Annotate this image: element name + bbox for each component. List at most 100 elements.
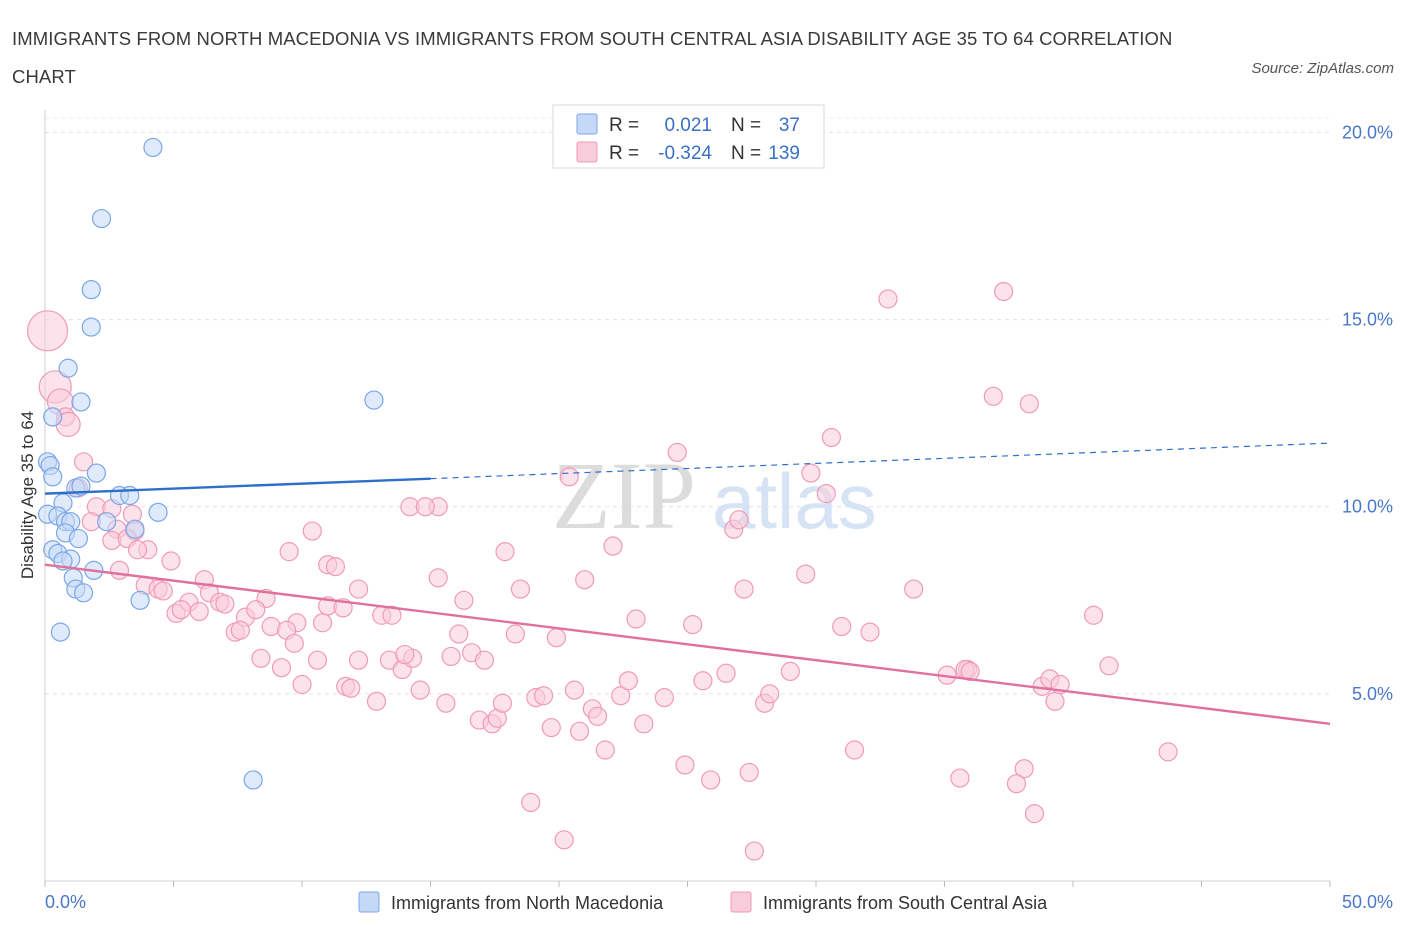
y-tick-label-0: 5.0%: [1352, 684, 1393, 704]
point-south-central-asia-98: [667, 442, 687, 463]
stats-legend: R = 0.021 N = 37 R = -0.324 N = 139: [552, 104, 825, 169]
point-south-central-asia-120: [904, 579, 924, 599]
point-south-central-asia-132: [1045, 691, 1065, 711]
point-north-macedonia-9: [43, 467, 63, 487]
stats-legend-n-value-1: 37: [779, 115, 800, 136]
stats-legend-box: [552, 104, 825, 169]
point-south-central-asia-18: [161, 551, 181, 571]
point-south-central-asia-118: [860, 622, 880, 642]
point-south-central-asia-126: [1014, 759, 1034, 779]
point-south-central-asia-78: [510, 579, 531, 599]
point-south-central-asia-43: [325, 557, 346, 577]
point-south-central-asia-88: [575, 570, 595, 590]
point-south-central-asia-135: [1083, 605, 1104, 625]
point-south-central-asia-77: [505, 624, 525, 644]
point-south-central-asia-60: [395, 644, 415, 665]
point-south-central-asia-92: [603, 536, 623, 556]
point-south-central-asia-94: [618, 671, 638, 691]
point-south-central-asia-61: [410, 680, 430, 700]
point-south-central-asia-131: [994, 281, 1014, 302]
series-legend: Immigrants from North Macedonia Immigran…: [358, 891, 1048, 913]
point-south-central-asia-67: [436, 693, 456, 713]
legend-swatch-south-central-asia: [730, 891, 752, 913]
point-south-central-asia-85: [559, 467, 579, 487]
trendline-south-central-asia: [44, 563, 1331, 725]
chart-title: IMMIGRANTS FROM NORTH MACEDONIA VS IMMIG…: [12, 28, 1173, 87]
point-south-central-asia-30: [189, 601, 209, 622]
point-south-central-asia-112: [801, 463, 821, 483]
point-south-central-asia-55: [348, 650, 369, 670]
point-south-central-asia-66: [441, 646, 461, 667]
stats-legend-swatch-pink: [576, 141, 598, 163]
point-south-central-asia-97: [654, 688, 674, 708]
point-south-central-asia-87: [569, 721, 590, 741]
point-south-central-asia-116: [832, 616, 852, 637]
point-south-central-asia-45: [348, 579, 369, 599]
point-south-central-asia-49: [271, 658, 292, 678]
stats-legend-r-label-2: R =: [609, 143, 639, 164]
point-south-central-asia-33: [279, 542, 299, 562]
point-south-central-asia-39: [312, 613, 333, 633]
y-axis-label: Disability Age 35 to 64: [18, 411, 37, 579]
stats-legend-n-value-2: 139: [768, 143, 800, 164]
point-south-central-asia-22: [153, 581, 173, 601]
point-south-central-asia-75: [492, 693, 513, 713]
point-south-central-asia-119: [878, 289, 898, 309]
stats-legend-r-value-2: -0.324: [658, 143, 712, 164]
point-south-central-asia-16: [127, 540, 148, 560]
legend-swatch-north-macedonia: [358, 891, 380, 913]
y-tick-labels: 5.0% 10.0% 15.0% 20.0%: [1342, 122, 1393, 703]
point-north-macedonia-21: [148, 502, 168, 522]
point-north-macedonia-34: [50, 622, 71, 642]
point-south-central-asia-90: [587, 706, 608, 726]
point-south-central-asia-128: [1019, 394, 1039, 414]
point-south-central-asia-122: [950, 768, 970, 788]
point-south-central-asia-110: [760, 684, 780, 704]
point-south-central-asia-17: [109, 560, 130, 580]
point-south-central-asia-64: [415, 497, 435, 517]
trendline-north-macedonia: [44, 477, 431, 495]
point-north-macedonia-2: [81, 280, 101, 300]
legend-label-north-macedonia: Immigrants from North Macedonia: [391, 893, 664, 913]
point-south-central-asia-106: [734, 579, 754, 599]
stats-legend-n-label-1: N =: [731, 115, 761, 136]
trendline-north-macedonia-extension: [430, 442, 1331, 480]
point-south-central-asia-105: [729, 510, 749, 530]
point-south-central-asia-50: [284, 633, 304, 653]
point-south-central-asia-51: [307, 650, 328, 670]
point-south-central-asia-54: [341, 678, 361, 698]
point-south-central-asia-91: [595, 740, 615, 760]
point-south-central-asia-79: [521, 792, 541, 813]
gridlines: [45, 117, 1330, 695]
point-north-macedonia-1: [91, 208, 112, 229]
point-south-central-asia-32: [246, 600, 266, 620]
point-south-central-asia-65: [428, 568, 448, 588]
point-south-central-asia-103: [716, 663, 736, 683]
point-south-central-asia-127: [1006, 774, 1027, 794]
point-south-central-asia-56: [366, 691, 387, 711]
point-south-central-asia-114: [796, 564, 816, 584]
point-south-central-asia-113: [816, 484, 836, 504]
stats-legend-r-value-1: 0.021: [664, 115, 712, 136]
point-south-central-asia-29: [171, 600, 191, 620]
point-south-central-asia-136: [1099, 656, 1119, 676]
point-north-macedonia-6: [43, 407, 63, 427]
point-south-central-asia-84: [554, 830, 574, 850]
point-north-macedonia-3: [81, 317, 101, 337]
point-south-central-asia-134: [1024, 804, 1045, 824]
point-north-macedonia-12: [71, 476, 91, 496]
point-north-macedonia-5: [71, 392, 91, 412]
point-north-macedonia-35: [364, 390, 384, 410]
point-south-central-asia-76: [495, 542, 515, 562]
point-south-central-asia-102: [701, 770, 721, 790]
point-north-macedonia-0: [143, 137, 163, 158]
point-south-central-asia-82: [541, 717, 561, 738]
point-south-central-asia-95: [626, 609, 646, 629]
point-south-central-asia-107: [739, 762, 759, 783]
point-south-central-asia-125: [983, 386, 1003, 406]
y-tick-label-2: 15.0%: [1342, 310, 1393, 330]
trendlines: [44, 442, 1331, 725]
point-south-central-asia-44: [302, 521, 322, 541]
point-south-central-asia-137: [1158, 742, 1178, 762]
point-north-macedonia-10: [86, 463, 107, 483]
